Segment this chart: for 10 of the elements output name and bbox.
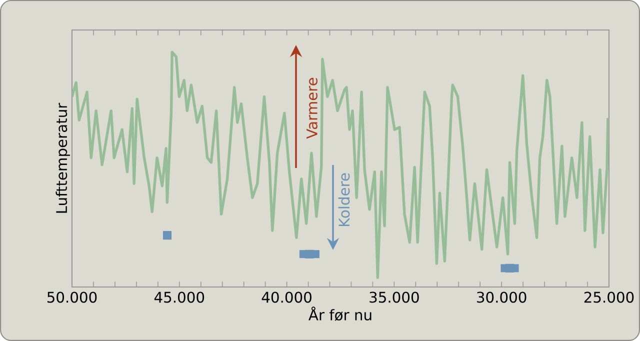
x-tick-label: 40.000 — [262, 292, 312, 303]
annotation: Varmere — [306, 78, 318, 139]
y-axis-title: Lufttemperatur — [56, 102, 70, 213]
x-tick-label: 45.000 — [154, 292, 204, 303]
annotation: Koldere — [338, 173, 350, 226]
x-axis-title: År før nu — [308, 306, 372, 321]
x-tick-label: 30.000 — [477, 292, 526, 303]
x-tick-label: 25.000 — [584, 292, 634, 303]
x-tick-label: 35.000 — [370, 292, 419, 303]
x-tick-label: 50.000 — [47, 292, 97, 303]
